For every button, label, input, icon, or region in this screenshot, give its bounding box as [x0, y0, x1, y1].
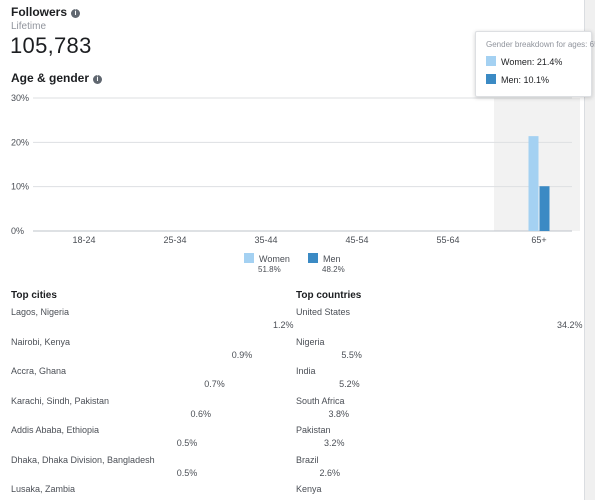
scrollbar[interactable]: [584, 0, 595, 500]
list-item-name: South Africa: [296, 395, 345, 406]
legend-women-pct: 51.8%: [258, 265, 281, 274]
followers-count: 105,783: [10, 33, 92, 58]
legend-women-label: Women: [259, 254, 290, 264]
legend-men-pct: 48.2%: [322, 265, 345, 274]
men-swatch: [308, 253, 318, 263]
x-tick-label: 45-54: [345, 235, 368, 245]
list-item-value: 3.2%: [324, 438, 345, 448]
tooltip-women-value: Women: 21.4%: [501, 57, 563, 67]
x-tick-label: 55-64: [436, 235, 459, 245]
age-gender-title: Age & gender: [11, 71, 90, 85]
women-swatch: [244, 253, 254, 263]
list-item-value: 0.7%: [204, 379, 225, 389]
list-item-value: 0.6%: [190, 408, 212, 419]
info-icon[interactable]: i: [71, 9, 81, 18]
y-tick-label: 30%: [11, 93, 29, 103]
list-item-name: Kenya: [296, 484, 322, 494]
tooltip-men-row: Men: 10.1%: [486, 74, 549, 85]
list-item-name: India: [296, 366, 316, 376]
gender-breakdown-tooltip: Gender breakdown for ages: 65+ Women: 21…: [475, 31, 595, 97]
x-tick-label: 35-44: [254, 235, 277, 245]
list-item-value: 1.2%: [273, 320, 294, 330]
list-item-value: 0.5%: [176, 467, 198, 478]
list-item-name: United States: [296, 307, 351, 317]
list-item-name: Nigeria: [296, 336, 325, 347]
age-gender-heading: Age & gender i: [11, 71, 103, 85]
followers-heading: Followers i: [11, 5, 81, 19]
list-item-value: 34.2%: [557, 320, 583, 330]
age-gender-chart: 0% 10% 20% 30% 18-24 25-34 35-44 45-54 55-64 65+: [11, 93, 580, 245]
legend-item-women[interactable]: Women: [244, 253, 290, 264]
list-item-value: 0.9%: [231, 349, 253, 360]
top-countries-title: Top countries: [296, 290, 362, 301]
list-item-name: Accra, Ghana: [11, 366, 67, 376]
x-tick-label: 65+: [531, 235, 546, 245]
y-tick-label: 0%: [11, 226, 24, 236]
legend-item-men[interactable]: Men: [308, 253, 341, 264]
info-icon[interactable]: i: [93, 75, 103, 84]
x-tick-label: 18-24: [72, 235, 95, 245]
x-tick-label: 25-34: [163, 235, 186, 245]
list-item-value: 5.2%: [339, 379, 360, 389]
tooltip-men-value: Men: 10.1%: [501, 75, 550, 85]
tooltip-title: Gender breakdown for ages: 65+: [486, 40, 595, 49]
list-item-name: Lusaka, Zambia: [11, 484, 76, 494]
list-item-value: 5.5%: [341, 349, 362, 360]
list-item-value: 2.6%: [319, 467, 341, 478]
tooltip-women-row: Women: 21.4%: [486, 56, 562, 67]
men-swatch: [486, 74, 496, 84]
top-cities-title: Top cities: [11, 290, 57, 301]
women-swatch: [486, 56, 496, 66]
list-item-name: Dhaka, Dhaka Division, Bangladesh: [11, 454, 155, 465]
y-tick-label: 10%: [11, 182, 29, 192]
list-item-value: 0.5%: [176, 438, 198, 448]
list-item-value: 3.8%: [328, 408, 350, 419]
y-tick-label: 20%: [11, 137, 29, 147]
list-item-name: Nairobi, Kenya: [11, 336, 71, 347]
followers-period: Lifetime: [11, 21, 47, 32]
list-item-name: Addis Ababa, Ethiopia: [11, 425, 100, 435]
bar-men: [539, 186, 550, 231]
list-item-name: Lagos, Nigeria: [11, 307, 70, 317]
bar-women: [528, 136, 539, 231]
list-item-name: Brazil: [296, 454, 319, 465]
followers-title: Followers: [11, 5, 68, 19]
legend-men-label: Men: [323, 254, 341, 264]
list-item-name: Pakistan: [296, 425, 331, 435]
list-item-name: Karachi, Sindh, Pakistan: [11, 395, 110, 406]
